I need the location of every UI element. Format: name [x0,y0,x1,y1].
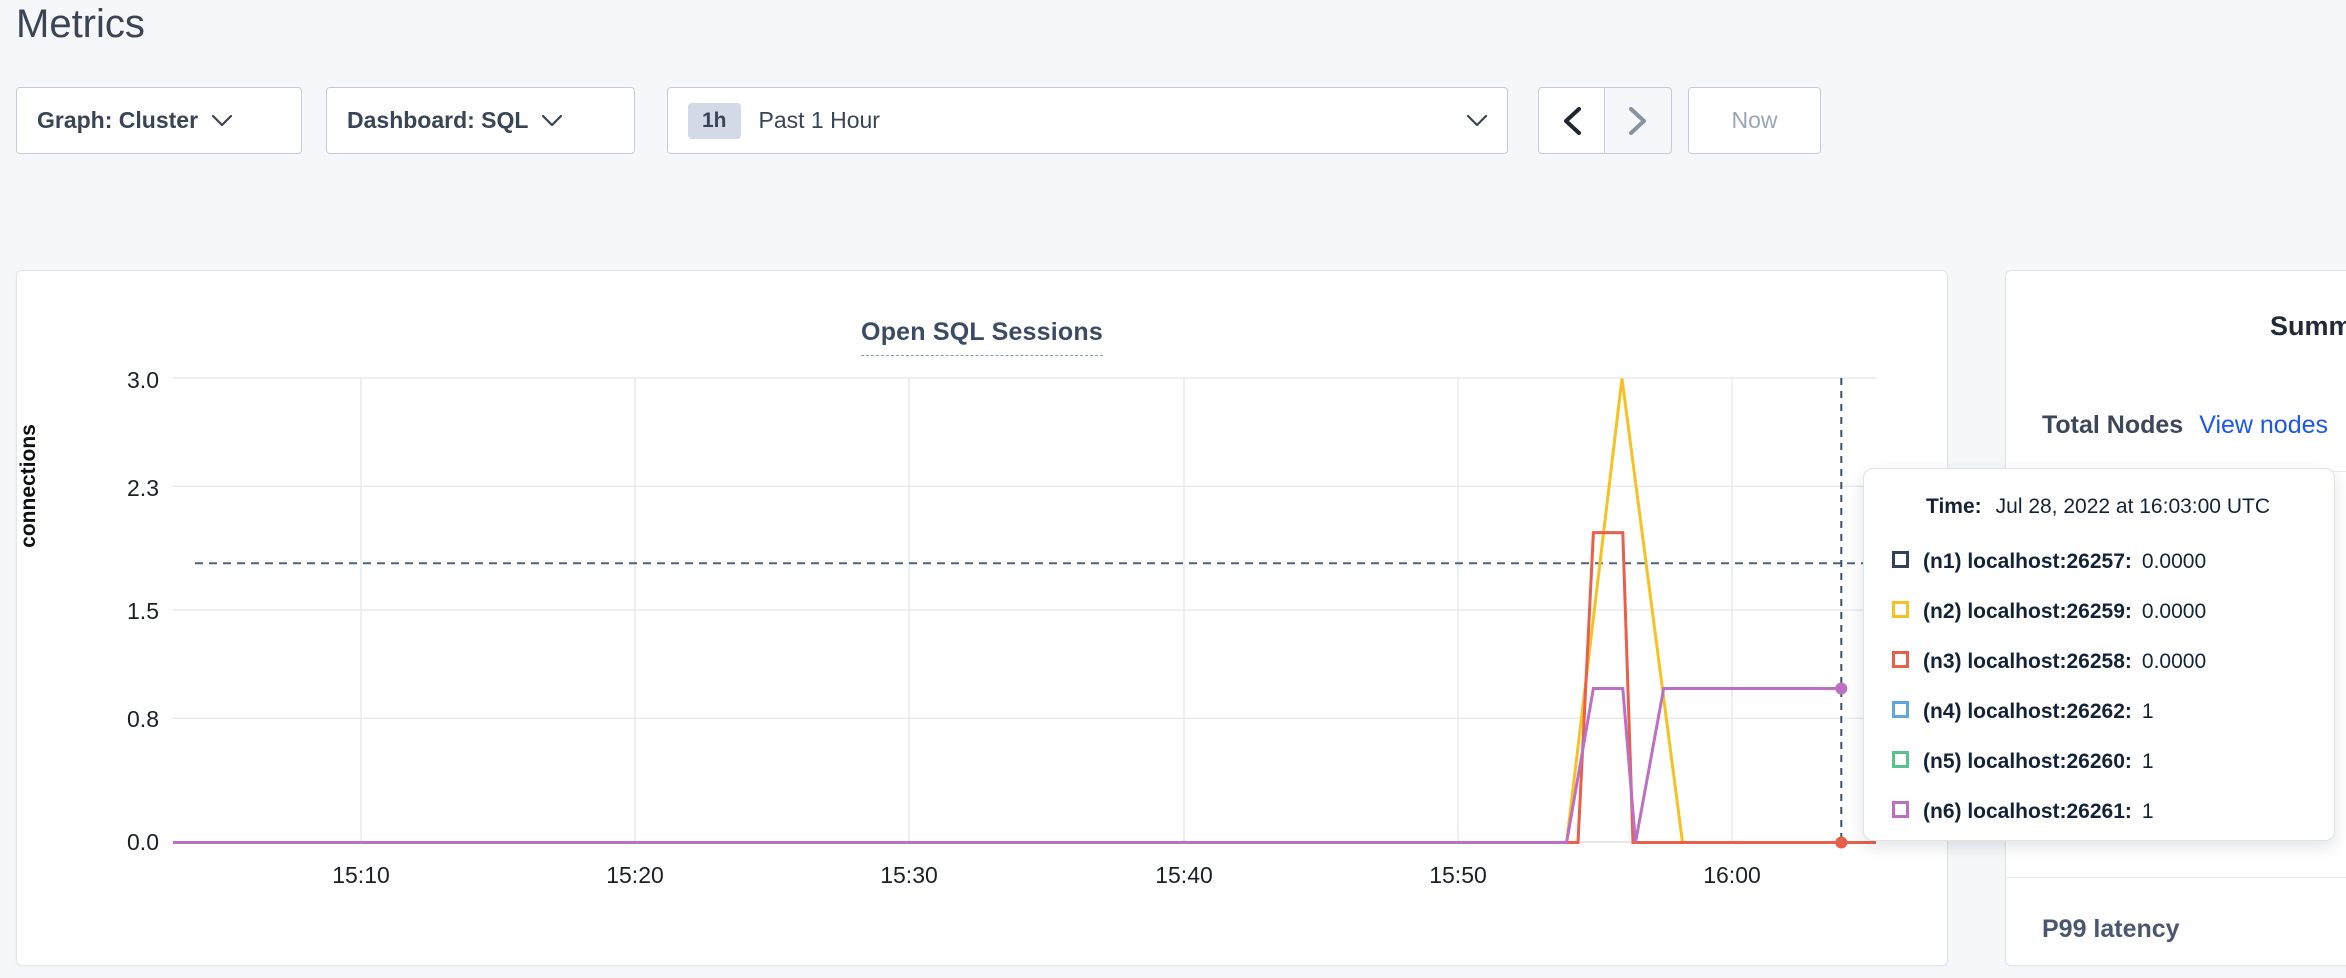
svg-text:0.0: 0.0 [127,829,159,855]
svg-text:15:40: 15:40 [1155,862,1213,888]
svg-text:2.3: 2.3 [127,475,159,501]
svg-text:15:50: 15:50 [1429,862,1487,888]
svg-text:1.5: 1.5 [127,598,159,624]
svg-text:15:20: 15:20 [606,862,664,888]
svg-text:3.0: 3.0 [127,367,159,393]
svg-text:15:10: 15:10 [332,862,390,888]
svg-text:16:00: 16:00 [1703,862,1761,888]
svg-text:15:30: 15:30 [880,862,938,888]
svg-text:0.8: 0.8 [127,706,159,732]
